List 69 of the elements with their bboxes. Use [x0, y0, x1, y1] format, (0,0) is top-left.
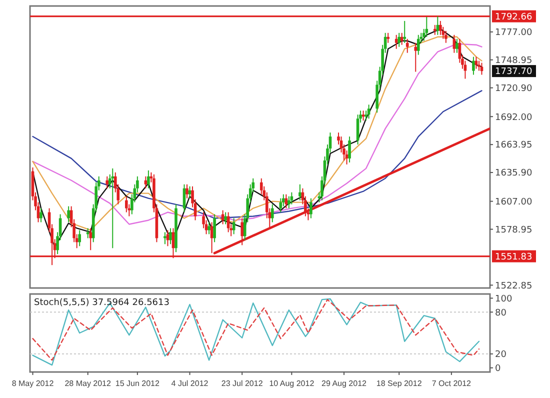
annotation: 1737.70	[495, 67, 532, 78]
y-tick-label: 0	[495, 364, 501, 374]
candlestick	[348, 136, 351, 163]
candlestick	[425, 16, 428, 38]
candlestick	[400, 32, 404, 46]
y-tick-label: 1692.00	[495, 112, 532, 123]
candlestick	[86, 228, 90, 239]
candlestick	[147, 170, 150, 189]
candlestick	[414, 42, 418, 72]
y-tick-label: 1748.95	[495, 56, 532, 66]
candlestick	[284, 194, 288, 209]
y-tick-label: 80	[495, 308, 507, 318]
candlestick	[164, 232, 166, 245]
candlestick	[224, 212, 227, 225]
candlestick	[298, 184, 302, 201]
y-tick-label: 1607.00	[495, 197, 532, 208]
candlestick	[208, 222, 210, 235]
x-tick-label: 29 Aug 2012	[322, 379, 368, 388]
candlestick	[434, 24, 436, 36]
candlestick	[436, 16, 440, 36]
candlestick	[472, 56, 475, 76]
x-tick-label: 18 Sep 2012	[376, 379, 422, 388]
x-tick-label: 7 Oct 2012	[432, 379, 472, 388]
candlestick	[89, 228, 92, 251]
candlestick	[78, 230, 81, 247]
candlestick	[406, 38, 409, 54]
candlestick	[240, 218, 244, 246]
candlestick	[367, 104, 370, 120]
candlestick	[67, 206, 70, 223]
candlestick	[232, 218, 236, 235]
y-tick-label: 1720.90	[495, 84, 532, 94]
chart-title: Stoch(5,5,5) 37.5964 26.5613	[34, 298, 170, 308]
candlestick	[398, 32, 400, 48]
y-tick-label: 1522.85	[495, 281, 532, 292]
candlestick	[213, 214, 216, 243]
candlestick	[125, 196, 128, 213]
y-tick-label: 100	[495, 294, 512, 304]
candlestick	[182, 184, 186, 213]
candlestick	[386, 32, 390, 44]
candlestick	[444, 30, 448, 44]
x-tick-label: 23 Jul 2012	[221, 379, 264, 388]
candlestick	[106, 176, 109, 189]
y-tick-label: 20	[495, 350, 507, 360]
y-tick-label: 1578.95	[495, 225, 532, 236]
candlestick	[169, 228, 172, 245]
candlestick	[478, 60, 480, 72]
candlestick	[288, 196, 290, 209]
candlestick	[40, 208, 42, 223]
candlestick	[362, 110, 365, 122]
candlestick	[186, 184, 188, 199]
candlestick	[270, 204, 274, 223]
x-tick-label: 8 May 2012	[12, 379, 54, 388]
candlestick	[403, 20, 406, 44]
candlestick	[111, 168, 114, 249]
y-tick-label: 1777.00	[495, 28, 532, 38]
candlestick	[439, 20, 442, 36]
ref-line-label: 1551.83	[495, 252, 532, 262]
candlestick	[166, 230, 170, 247]
y-tick-label: 1663.95	[495, 140, 532, 151]
candlestick	[310, 198, 312, 219]
y-tick-label: 1635.90	[495, 168, 532, 179]
candlestick	[416, 34, 420, 56]
x-tick-label: 28 May 2012	[64, 379, 112, 388]
candlestick	[456, 38, 458, 54]
x-tick-label: 10 Aug 2012	[269, 379, 315, 388]
x-tick-label: 4 Jul 2012	[171, 379, 209, 388]
ref-line-label: 1792.66	[495, 12, 532, 22]
x-tick-label: 15 Jun 2012	[115, 379, 160, 388]
candlestick	[279, 198, 282, 213]
